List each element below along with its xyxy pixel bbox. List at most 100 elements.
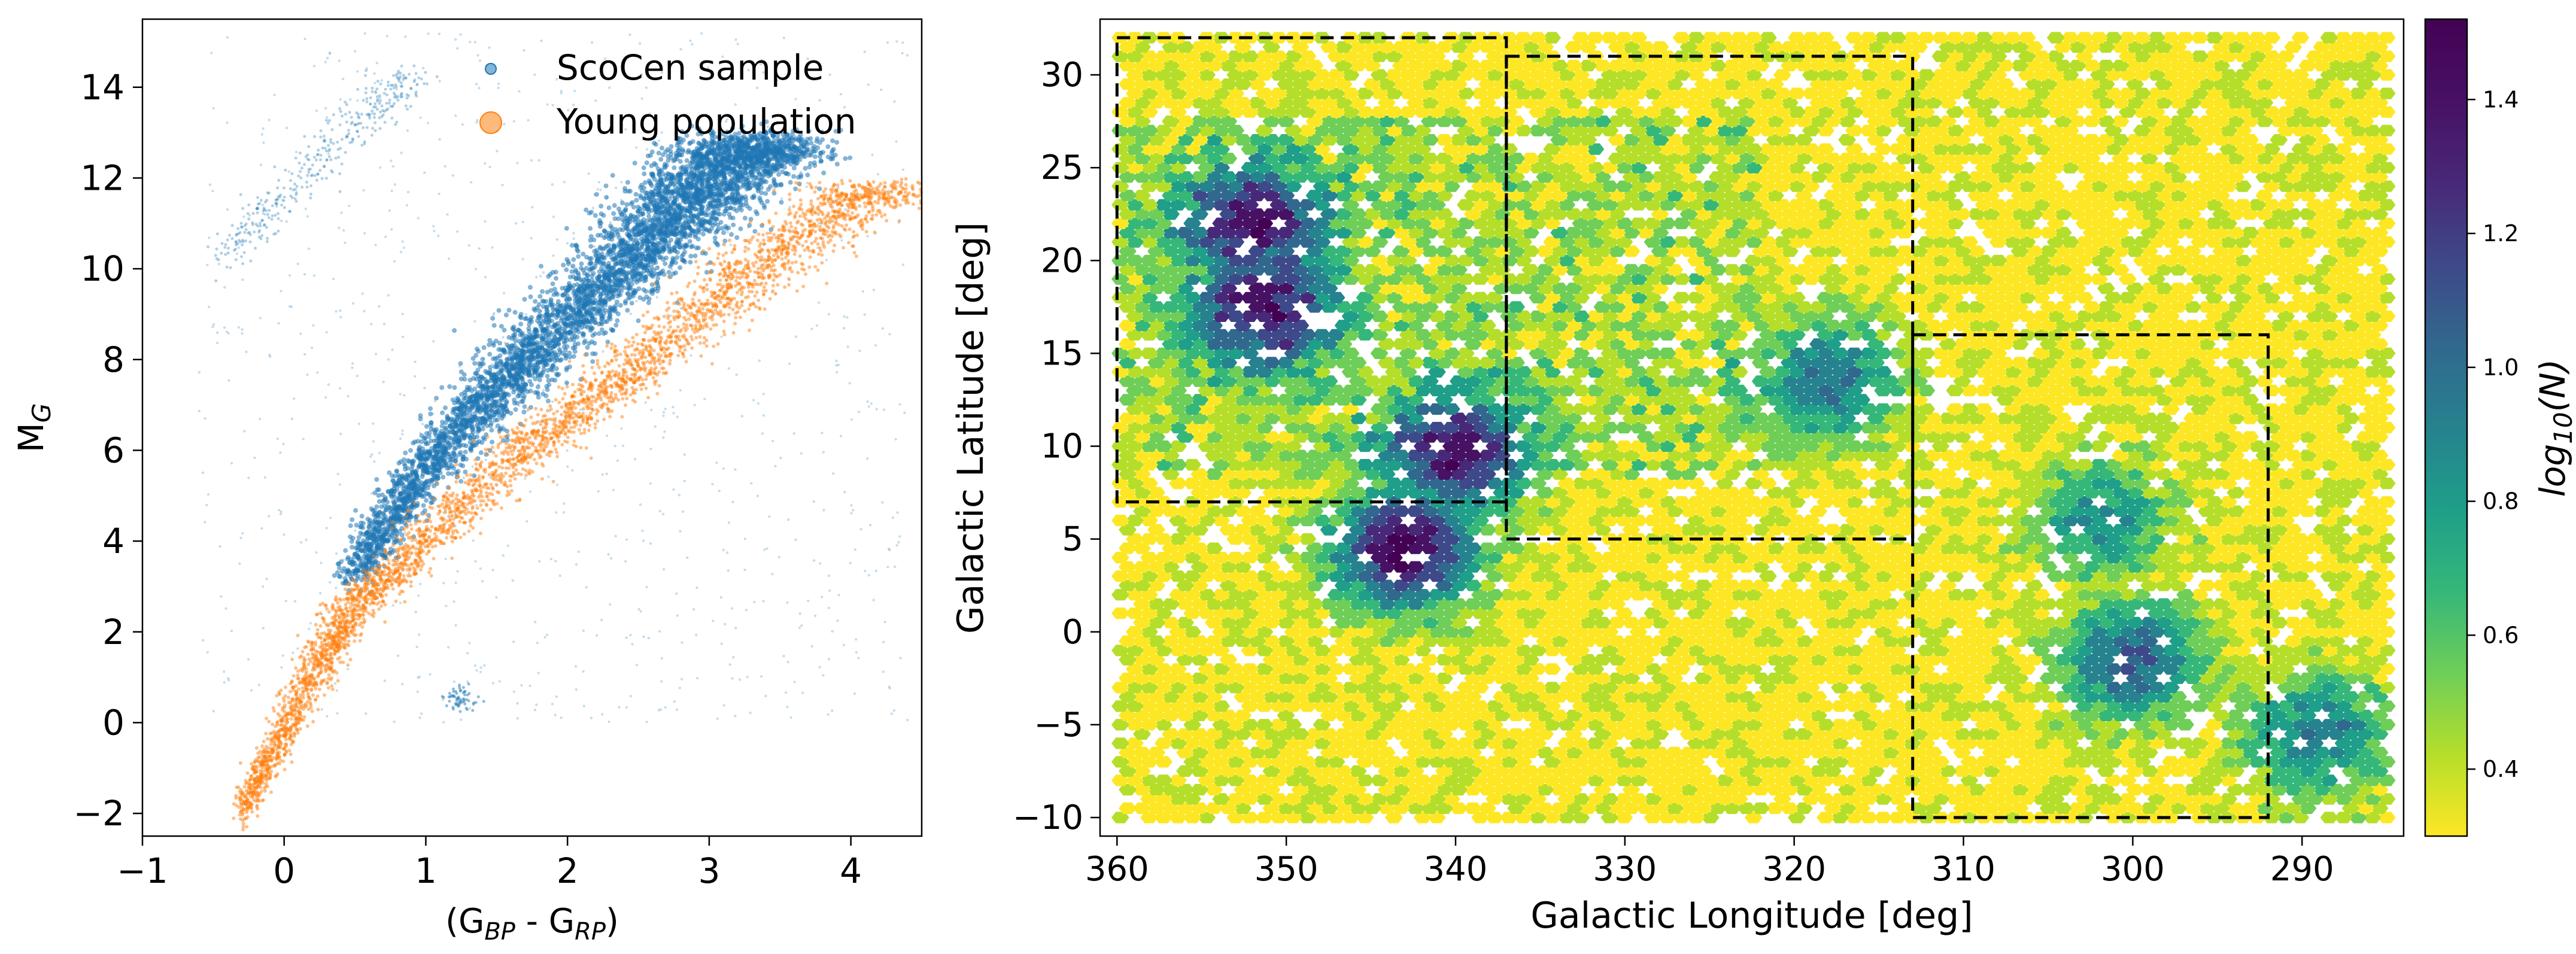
scocen-point: [571, 469, 574, 472]
scocen-point: [566, 242, 569, 245]
scocen-point: [373, 72, 376, 75]
scocen-point: [211, 189, 214, 193]
scocen-point: [637, 607, 640, 611]
scocen-point: [675, 708, 679, 712]
scocen-point: [444, 557, 447, 561]
scocen-point: [788, 205, 791, 209]
scocen-point: [551, 183, 554, 186]
scocen-point: [347, 394, 350, 398]
scocen-point: [226, 121, 229, 124]
scocen-point: [695, 633, 698, 637]
scocen-point: [484, 275, 487, 279]
scocen-point: [663, 568, 666, 571]
scocen-point: [345, 555, 351, 560]
scocen-point: [474, 268, 478, 271]
scocen-point: [882, 640, 885, 644]
scocen-point: [593, 213, 598, 218]
scocen-point: [740, 415, 744, 418]
scocen-point: [527, 318, 532, 323]
scocen-point: [279, 451, 282, 454]
scocen-point: [642, 171, 647, 177]
scocen-point: [557, 358, 563, 363]
scocen-point: [874, 569, 878, 572]
scocen-point: [304, 207, 307, 211]
scocen-point: [401, 483, 406, 488]
scocen-point: [369, 102, 372, 106]
scocen-point: [516, 702, 519, 705]
scocen-point: [212, 710, 215, 713]
scocen-point: [640, 75, 643, 78]
scocen-point: [855, 651, 858, 654]
scocen-point: [657, 139, 661, 142]
scocen-point: [419, 116, 422, 119]
scocen-point: [554, 560, 557, 563]
scocen-point: [597, 490, 600, 493]
scocen-point: [605, 434, 609, 437]
scocen-point: [502, 327, 507, 333]
scocen-point: [596, 188, 599, 191]
scocen-point: [305, 538, 308, 542]
scocen-point: [634, 238, 639, 243]
scocen-point: [567, 109, 570, 112]
scocen-point: [897, 540, 900, 544]
scocen-point: [812, 78, 815, 81]
scocen-point: [609, 127, 612, 130]
scocen-point: [762, 600, 765, 603]
scocen-point: [468, 707, 472, 710]
scocen-point: [315, 551, 318, 554]
scocen-point: [753, 600, 756, 604]
scocen-point: [867, 573, 871, 577]
scocen-point: [686, 232, 692, 237]
scocen-point: [512, 690, 516, 693]
scocen-point: [582, 704, 586, 707]
scocen-point: [669, 314, 672, 317]
scocen-point: [624, 202, 630, 207]
scocen-point: [502, 291, 506, 295]
scocen-point: [456, 47, 459, 50]
scocen-point: [560, 90, 563, 93]
scocen-point: [399, 601, 402, 604]
scocen-point: [567, 296, 572, 302]
scocen-point: [455, 396, 460, 401]
scocen-point: [818, 666, 821, 669]
scocen-point: [888, 548, 891, 552]
scocen-point: [597, 181, 600, 184]
scocen-point: [839, 93, 843, 96]
scocen-point: [241, 531, 244, 535]
scocen-point: [550, 281, 555, 287]
scocen-point: [466, 652, 469, 655]
scocen-point: [732, 656, 735, 659]
scocen-point: [406, 190, 410, 194]
scocen-point: [652, 255, 657, 260]
scocen-point: [280, 219, 283, 223]
scocen-point: [237, 246, 241, 250]
scocen-point: [758, 359, 761, 362]
scocen-point: [888, 685, 891, 688]
scocen-point: [376, 499, 382, 504]
scocen-point: [572, 104, 575, 107]
scocen-point: [521, 220, 524, 224]
scocen-point: [608, 86, 611, 89]
scocen-point: [338, 59, 341, 62]
scocen-point: [478, 59, 482, 62]
scocen-point: [700, 32, 703, 35]
scocen-point: [788, 362, 791, 365]
scocen-point: [475, 504, 478, 507]
scocen-point: [226, 208, 229, 211]
scocen-point: [336, 472, 339, 476]
scocen-point: [488, 46, 491, 49]
scocen-point: [580, 331, 585, 336]
scocen-point: [292, 397, 296, 400]
scocen-point: [417, 676, 420, 679]
scocen-point: [813, 614, 817, 618]
scocen-point: [827, 606, 831, 609]
scocen-point: [688, 254, 694, 259]
scocen-point: [530, 159, 533, 162]
scocen-point: [335, 310, 338, 313]
scocen-point: [857, 411, 861, 414]
scocen-point: [454, 581, 457, 584]
scocen-point: [449, 471, 455, 476]
scocen-point: [238, 562, 241, 565]
scocen-point: [516, 347, 521, 353]
scocen-point: [390, 228, 393, 231]
